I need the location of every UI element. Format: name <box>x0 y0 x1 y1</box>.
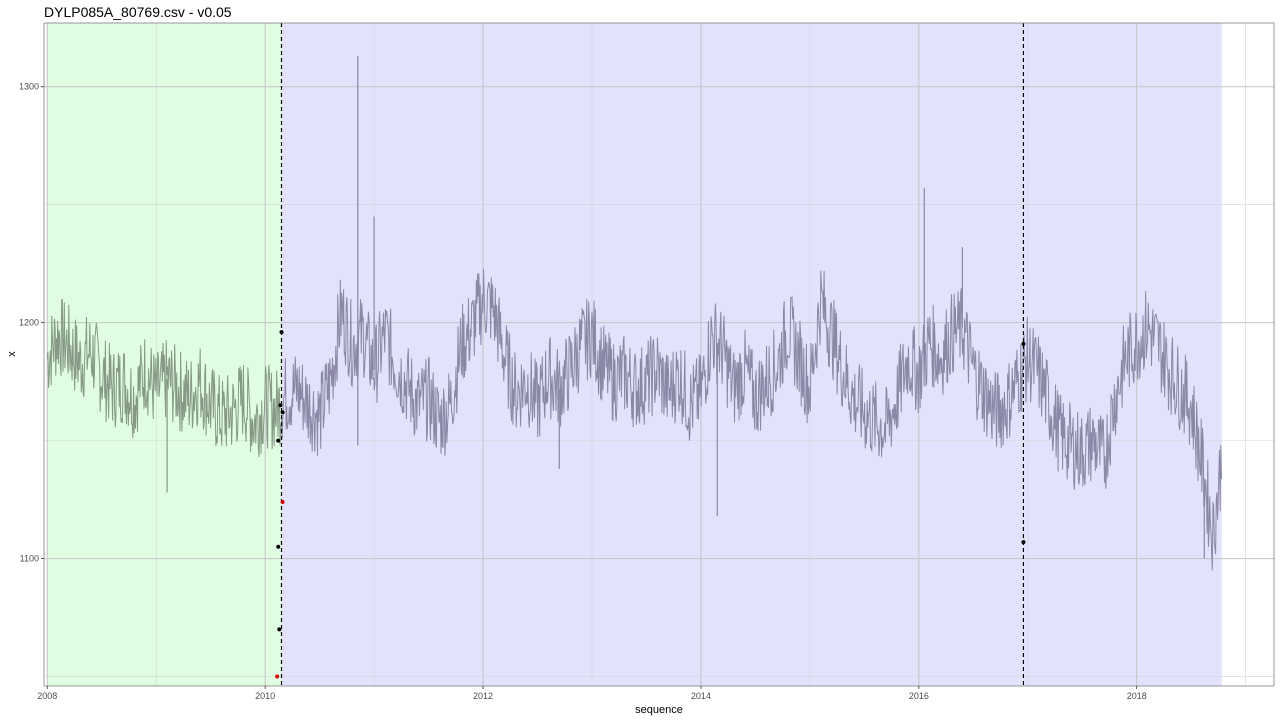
data-point-marker-2 <box>276 544 281 549</box>
data-point-marker-3 <box>277 627 282 632</box>
y-axis-label: x <box>6 351 18 357</box>
segment-background-1 <box>47 23 282 686</box>
data-point-marker-5 <box>279 330 284 335</box>
data-point-marker-1 <box>276 438 281 443</box>
data-point-marker-8 <box>280 499 285 504</box>
data-point-marker-10 <box>1021 540 1026 545</box>
data-point-marker-6 <box>278 403 283 408</box>
data-point-marker-9 <box>1021 341 1026 346</box>
data-point-marker-4 <box>275 674 280 679</box>
y-tick-label: 1200 <box>19 318 39 328</box>
x-axis-label: sequence <box>635 704 683 716</box>
y-tick-label: 1300 <box>19 82 39 92</box>
series-line-segment-1 <box>46 298 282 457</box>
series-line-segment-2 <box>281 268 1222 571</box>
chart-title: DYLP085A_80769.csv - v0.05 <box>44 4 232 20</box>
y-tick-label: 1100 <box>20 554 39 564</box>
x-tick-label: 2018 <box>1127 691 1147 701</box>
x-tick-label: 2008 <box>37 691 57 701</box>
x-tick-label: 2014 <box>691 691 711 701</box>
x-tick-label: 2010 <box>255 691 275 701</box>
x-tick-label: 2016 <box>909 691 929 701</box>
data-point-marker-7 <box>280 410 285 415</box>
x-tick-label: 2012 <box>473 691 493 701</box>
plot-border <box>43 22 1275 687</box>
